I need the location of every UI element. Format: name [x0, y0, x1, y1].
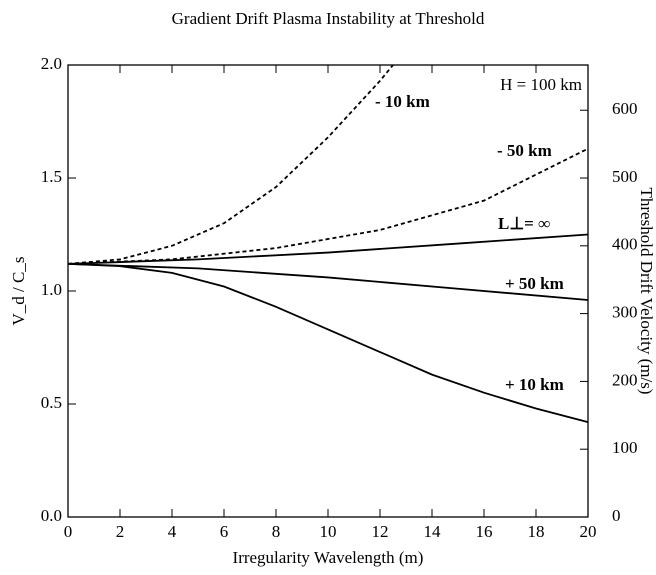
x-tick-label: 6 [220, 522, 229, 541]
series-label: L⊥= ∞ [498, 214, 550, 233]
series-label: + 10 km [505, 375, 564, 394]
y-tick-label: 2.0 [41, 54, 62, 73]
y2-tick-label: 100 [612, 438, 638, 457]
series-label: - 50 km [497, 141, 552, 160]
y-axis-title: V_d / C_s [9, 257, 28, 326]
x-tick-label: 20 [580, 522, 597, 541]
series-line [67, 262, 589, 301]
y-tick-label: 1.0 [41, 280, 62, 299]
y-tick-label: 0.5 [41, 393, 62, 412]
series-line [67, 262, 589, 423]
x-tick-label: 12 [372, 522, 389, 541]
y2-axis-title: Threshold Drift Velocity (m/s) [637, 188, 656, 395]
x-tick-label: 18 [528, 522, 545, 541]
annotation: H = 100 km [500, 75, 582, 94]
x-axis-title: Irregularity Wavelength (m) [233, 548, 424, 567]
y-tick-label: 0.0 [41, 506, 62, 525]
x-tick-label: 14 [424, 522, 442, 541]
series-line [67, 147, 589, 265]
series-label: - 10 km [375, 92, 430, 111]
y2-tick-label: 500 [612, 167, 638, 186]
y2-tick-label: 400 [612, 235, 638, 254]
series-label: + 50 km [505, 274, 564, 293]
x-tick-label: 8 [272, 522, 281, 541]
x-tick-label: 10 [320, 522, 337, 541]
x-tick-label: 0 [64, 522, 73, 541]
x-tick-label: 16 [476, 522, 493, 541]
series-line [67, 233, 589, 265]
chart-title: Gradient Drift Plasma Instability at Thr… [172, 9, 485, 28]
x-tick-label: 4 [168, 522, 177, 541]
x-tick-label: 2 [116, 522, 125, 541]
y2-tick-label: 200 [612, 370, 638, 389]
series-line [67, 64, 394, 265]
y2-tick-label: 0 [612, 506, 621, 525]
y2-tick-label: 300 [612, 303, 638, 322]
y2-tick-label: 600 [612, 99, 638, 118]
y-tick-label: 1.5 [41, 167, 62, 186]
